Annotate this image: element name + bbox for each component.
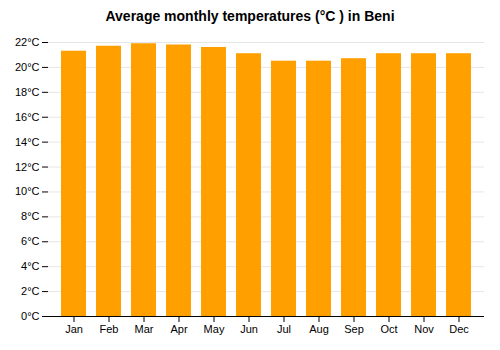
- svg-text:0°C: 0°C: [21, 310, 40, 322]
- svg-text:Sep: Sep: [344, 323, 364, 335]
- svg-text:Aug: Aug: [309, 323, 329, 335]
- svg-text:Mar: Mar: [135, 323, 154, 335]
- svg-text:Dec: Dec: [449, 323, 469, 335]
- svg-text:22°C: 22°C: [15, 36, 40, 48]
- svg-text:12°C: 12°C: [15, 161, 40, 173]
- svg-text:14°C: 14°C: [15, 136, 40, 148]
- svg-text:2°C: 2°C: [21, 285, 40, 297]
- svg-text:Jun: Jun: [240, 323, 258, 335]
- svg-text:10°C: 10°C: [15, 185, 40, 197]
- svg-text:Jan: Jan: [65, 323, 83, 335]
- svg-text:Jul: Jul: [277, 323, 291, 335]
- svg-text:8°C: 8°C: [21, 210, 40, 222]
- svg-text:20°C: 20°C: [15, 61, 40, 73]
- svg-text:6°C: 6°C: [21, 235, 40, 247]
- html-text:Average monthly temperatures (: Average monthly temperatures (°C ) in Be…: [105, 8, 395, 24]
- svg-text:Oct: Oct: [380, 323, 397, 335]
- svg-text:Feb: Feb: [100, 323, 119, 335]
- svg-text:16°C: 16°C: [15, 111, 40, 123]
- svg-text:May: May: [204, 323, 225, 335]
- svg-text:Nov: Nov: [414, 323, 434, 335]
- svg-text:Apr: Apr: [170, 323, 187, 335]
- svg-text:4°C: 4°C: [21, 260, 40, 272]
- svg-text:18°C: 18°C: [15, 86, 40, 98]
